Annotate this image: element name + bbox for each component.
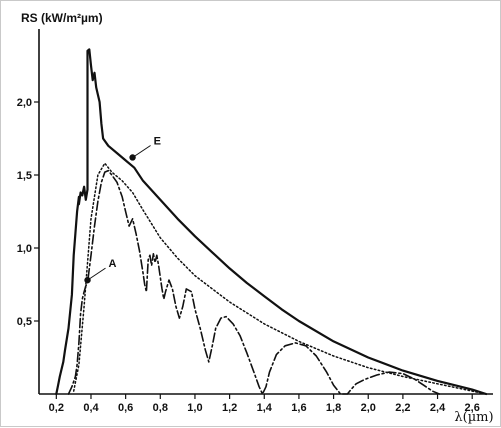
y-tick-label: 2,0	[17, 97, 32, 109]
x-tick-label: 1,6	[291, 402, 306, 414]
x-tick-label: 1,2	[222, 402, 237, 414]
y-tick-label: 0,5	[17, 316, 32, 328]
x-tick-label: 1,8	[326, 402, 341, 414]
annotation-label-e: E	[154, 135, 161, 147]
x-tick-label: 2,0	[361, 402, 376, 414]
x-axis-label: λ(µm)	[454, 410, 493, 425]
chart-annotation-layer: EA	[84, 135, 161, 284]
y-tick-label: 1,5	[17, 170, 32, 182]
annotation-leader-e	[132, 145, 151, 158]
x-tick-label: 2,2	[395, 402, 410, 414]
series-line-dotted	[72, 162, 487, 395]
chart-series-layer	[55, 48, 488, 396]
x-tick-label: 0,2	[49, 402, 64, 414]
annotation-label-a: A	[109, 258, 117, 270]
x-tick-label: 0,6	[118, 402, 133, 414]
y-axis-label: RS (kW/m²µm)	[21, 11, 103, 25]
chart-axes: 0,2 0,4 0,6 0,8 1,0 1,2 1,4 1,6 1,8 2,0 2,2 2,4 2,6 0…	[17, 29, 493, 414]
x-tick-label: 2,4	[430, 402, 446, 414]
series-line-dashed	[67, 169, 441, 395]
x-tick-label: 2,6	[465, 402, 480, 414]
x-tick-label: 0,8	[153, 402, 168, 414]
series-line-solid	[55, 48, 488, 396]
annotation-leader-a	[87, 267, 106, 281]
x-tick-label: 1,0	[187, 402, 202, 414]
x-tick-label: 0,4	[83, 402, 99, 414]
x-tick-label: 1,4	[257, 402, 273, 414]
y-tick-label: 1,0	[17, 243, 32, 255]
